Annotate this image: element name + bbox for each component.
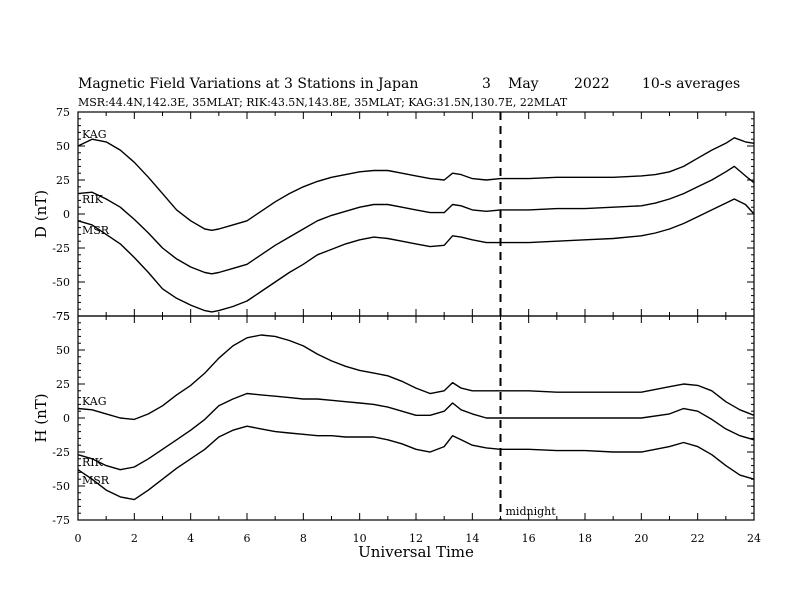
title-year: 2022: [574, 76, 610, 92]
x-tick-label: 2: [131, 532, 138, 545]
title-day: 3: [482, 76, 491, 92]
y-axis-label-h: H (nT): [32, 393, 50, 442]
y-tick-label: 75: [56, 310, 70, 323]
series-line-kag-d: [77, 137, 755, 231]
series-label-rik: RIK: [82, 456, 104, 469]
series-label-rik: RIK: [82, 193, 104, 206]
x-tick-label: 4: [187, 532, 194, 545]
y-tick-label: -50: [52, 480, 70, 493]
y-tick-label: -75: [52, 514, 70, 527]
x-tick-label: 16: [522, 532, 536, 545]
y-tick-label: 75: [56, 106, 70, 119]
x-tick-label: 24: [747, 532, 761, 545]
series-line-rik-d: [77, 165, 755, 275]
y-tick-label: -25: [52, 242, 70, 255]
station-coordinates: MSR:44.4N,142.3E, 35MLAT; RIK:43.5N,143.…: [78, 96, 568, 109]
x-tick-label: 12: [409, 532, 423, 545]
plot-layer: 75 50 25 0 -25 -50 -75 D (nT) KAG RIK MSR 75 50 25 0 -2…: [32, 106, 761, 561]
series-line-msr-d: [77, 198, 755, 313]
series-label-kag: KAG: [82, 128, 107, 141]
chart-title: Magnetic Field Variations at 3 Stations …: [78, 76, 740, 109]
y-tick-label: -75: [52, 310, 70, 323]
x-tick-label: 10: [353, 532, 367, 545]
y-tick-label: -50: [52, 276, 70, 289]
x-tick-label: 0: [75, 532, 82, 545]
y-tick-label: 50: [56, 344, 70, 357]
y-tick-label: -25: [52, 446, 70, 459]
x-tick-label: 8: [300, 532, 307, 545]
plot-frame-d: [77, 111, 755, 317]
x-axis-label: Universal Time: [358, 543, 474, 561]
y-tick-label: 25: [56, 174, 70, 187]
panel-d: 75 50 25 0 -25 -50 -75 D (nT) KAG RIK MSR: [32, 106, 755, 323]
x-tick-label: 18: [578, 532, 592, 545]
x-tick-label: 6: [244, 532, 251, 545]
series-line-kag-h: [77, 334, 755, 421]
x-tick-label: 22: [691, 532, 705, 545]
series-label-msr: MSR: [82, 474, 110, 487]
series-line-msr-h: [77, 425, 755, 501]
series-line-rik-h: [77, 392, 755, 471]
y-tick-label: 0: [63, 412, 70, 425]
title-month: May: [508, 76, 539, 92]
series-label-msr: MSR: [82, 224, 110, 237]
midnight-label: midnight: [506, 505, 557, 518]
y-tick-label: 0: [63, 208, 70, 221]
series-label-kag: KAG: [82, 395, 107, 408]
title-averaging: 10-s averages: [642, 76, 740, 92]
y-tick-label: 50: [56, 140, 70, 153]
x-tick-label: 20: [634, 532, 648, 545]
plot-frame-h: [77, 315, 755, 521]
x-tick-label: 14: [465, 532, 479, 545]
y-axis-label-d: D (nT): [32, 190, 50, 238]
y-tick-label: 25: [56, 378, 70, 391]
title-main: Magnetic Field Variations at 3 Stations …: [78, 76, 418, 92]
